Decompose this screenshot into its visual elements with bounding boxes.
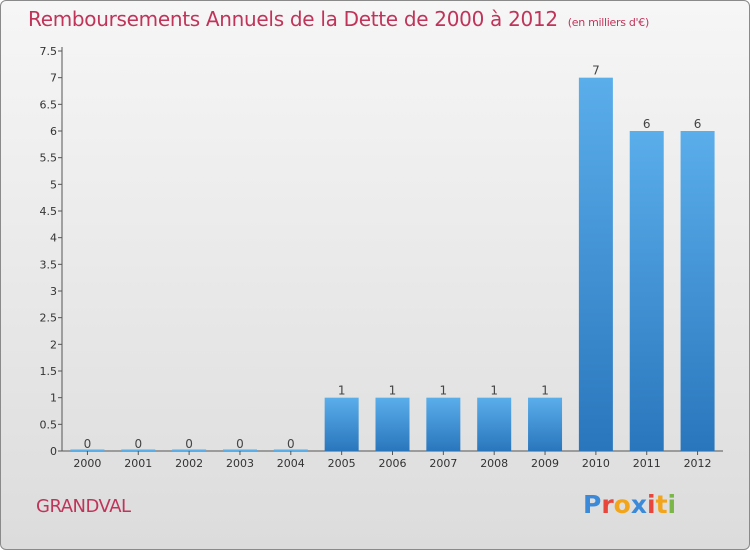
data-label: 7 [592, 64, 600, 78]
bar [273, 449, 308, 451]
y-tick-label: 1 [50, 392, 57, 405]
data-label: 0 [185, 437, 193, 451]
data-label: 6 [694, 117, 702, 131]
bar-chart: 0 0.5 1 1.5 2 2.5 3 3.5 4 4.5 5 5.5 6 6.5 7 7.5 2000 0 20… [40, 45, 723, 470]
y-tick-label: 4 [50, 232, 57, 245]
x-tick-label: 2009 [531, 457, 559, 470]
x-tick-label: 2001 [124, 457, 152, 470]
bar [578, 77, 613, 452]
y-tick-label: 2.5 [40, 312, 58, 325]
y-tick-label: 1.5 [40, 365, 58, 378]
bar [172, 449, 207, 451]
x-tick-label: 2005 [328, 457, 356, 470]
data-label: 0 [84, 437, 92, 451]
proxiti-logo: Proxiti [583, 490, 676, 519]
x-tick-label: 2000 [73, 457, 101, 470]
data-label: 1 [490, 384, 498, 398]
bar [121, 449, 156, 451]
y-tick-label: 6 [50, 125, 57, 138]
logo-letter: i [647, 490, 656, 519]
y-tick-label: 3 [50, 285, 57, 298]
data-label: 1 [440, 384, 448, 398]
bar [680, 131, 715, 451]
y-tick-label: 7 [50, 72, 57, 85]
bar [528, 397, 563, 451]
x-tick-label: 2004 [277, 457, 305, 470]
title-text: Remboursements Annuels de la Dette de 20… [28, 7, 558, 31]
y-tick-label: 0.5 [40, 418, 58, 431]
y-tick-label: 0 [50, 445, 57, 458]
bar [375, 397, 410, 451]
bar [477, 397, 512, 451]
logo-letter: i [667, 490, 677, 519]
x-tick-label: 2011 [633, 457, 661, 470]
x-tick-label: 2002 [175, 457, 203, 470]
data-label: 0 [134, 437, 142, 451]
data-label: 0 [236, 437, 244, 451]
bar [426, 397, 461, 451]
bar [70, 449, 105, 451]
x-tick-label: 2003 [226, 457, 254, 470]
bar [629, 131, 664, 451]
data-label: 0 [287, 437, 295, 451]
unit-note: (en milliers d'€) [567, 16, 649, 29]
commune-name: GRANDVAL [36, 496, 131, 517]
logo-letter: r [601, 490, 614, 519]
x-tick-label: 2010 [582, 457, 610, 470]
y-tick-label: 5 [50, 178, 57, 191]
data-label: 1 [338, 384, 346, 398]
data-label: 1 [541, 384, 549, 398]
y-tick-label: 6.5 [40, 98, 58, 111]
y-tick-label: 3.5 [40, 258, 58, 271]
y-tick-label: 7.5 [40, 45, 58, 58]
x-tick-label: 2006 [379, 457, 407, 470]
logo-letter: t [655, 490, 668, 519]
x-tick-label: 2007 [429, 457, 457, 470]
bar [324, 397, 359, 451]
y-tick-label: 5.5 [40, 152, 58, 165]
logo-letter: P [583, 490, 602, 519]
data-label: 1 [389, 384, 397, 398]
y-tick-label: 4.5 [40, 205, 58, 218]
y-tick-label: 2 [50, 338, 57, 351]
chart-title: Remboursements Annuels de la Dette de 20… [28, 7, 649, 31]
data-label: 6 [643, 117, 651, 131]
logo-letter: o [613, 490, 631, 519]
bar [222, 449, 257, 451]
x-tick-label: 2012 [684, 457, 712, 470]
logo-letter: x [630, 490, 647, 519]
x-tick-label: 2008 [480, 457, 508, 470]
